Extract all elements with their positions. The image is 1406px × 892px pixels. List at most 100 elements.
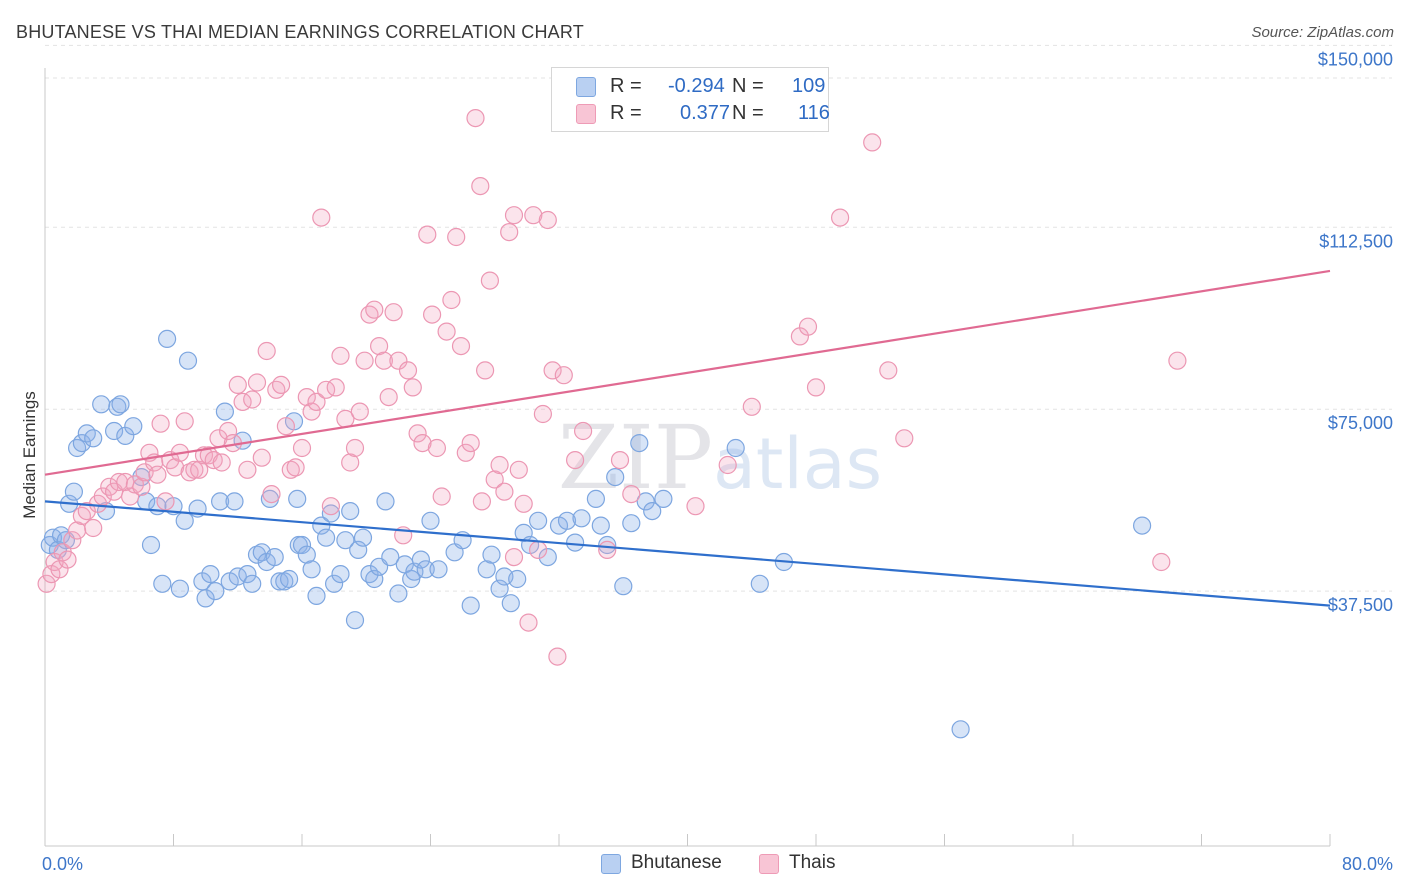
data-point xyxy=(190,460,209,479)
source-label: Source: ZipAtlas.com xyxy=(1251,24,1394,41)
data-point xyxy=(951,720,970,739)
data-point xyxy=(307,392,326,411)
data-point xyxy=(437,322,456,341)
data-point xyxy=(471,177,490,196)
data-point xyxy=(411,550,430,569)
data-point xyxy=(272,375,291,394)
data-point xyxy=(538,210,557,230)
data-point xyxy=(141,535,161,555)
data-point xyxy=(275,572,294,591)
data-point xyxy=(528,540,548,560)
data-point xyxy=(543,361,562,380)
data-point xyxy=(750,574,769,593)
data-point xyxy=(806,378,826,397)
data-point xyxy=(297,545,316,564)
data-point xyxy=(565,533,585,552)
legend-label: Bhutanese xyxy=(631,852,722,873)
data-point xyxy=(288,489,307,508)
data-point xyxy=(325,574,344,593)
data-point xyxy=(501,594,520,613)
data-point xyxy=(84,429,103,448)
data-point xyxy=(247,545,267,564)
data-point xyxy=(554,366,573,385)
data-point xyxy=(92,395,111,414)
data-point xyxy=(243,390,262,409)
data-point xyxy=(654,489,673,508)
trend-lines xyxy=(44,269,1331,607)
data-point xyxy=(132,477,151,496)
data-point xyxy=(374,351,393,370)
thais-points xyxy=(37,108,1187,666)
y-tick-label: $150,000 xyxy=(1318,49,1393,69)
data-point xyxy=(276,417,295,436)
data-point xyxy=(376,492,395,511)
data-point xyxy=(630,434,649,453)
data-point xyxy=(504,547,524,567)
data-point xyxy=(219,421,238,441)
thais-trend-line xyxy=(44,269,1331,476)
data-point xyxy=(480,271,499,290)
data-point xyxy=(389,584,408,603)
n-label: N = xyxy=(732,75,764,97)
data-point xyxy=(1168,351,1187,370)
data-point xyxy=(124,417,143,436)
data-point xyxy=(166,458,185,477)
data-point xyxy=(398,361,418,380)
data-point xyxy=(504,206,524,225)
data-point xyxy=(215,402,234,421)
r-label: R = xyxy=(610,75,642,97)
data-point xyxy=(598,540,617,560)
data-point xyxy=(490,455,509,475)
data-point xyxy=(500,223,519,242)
data-point xyxy=(461,596,480,615)
data-point xyxy=(472,492,491,511)
y-tick-labels: $37,500 $75,000 $112,500 $150,000 xyxy=(1318,49,1393,615)
data-point xyxy=(726,438,745,458)
axes xyxy=(44,68,1331,847)
data-point xyxy=(77,502,96,521)
data-point xyxy=(286,458,305,477)
data-point xyxy=(238,460,257,479)
data-point xyxy=(508,569,527,589)
data-point xyxy=(451,337,471,356)
data-point xyxy=(148,465,167,484)
data-point xyxy=(153,574,172,593)
y-tick-label: $75,000 xyxy=(1328,413,1393,433)
data-point xyxy=(403,378,422,397)
data-point xyxy=(212,453,231,472)
data-point xyxy=(538,547,557,567)
data-point xyxy=(572,509,591,528)
data-point xyxy=(427,438,446,458)
data-point xyxy=(307,586,326,606)
data-point xyxy=(365,300,384,319)
data-point xyxy=(528,511,548,530)
data-point xyxy=(830,208,850,227)
n-value: 109 xyxy=(792,75,826,97)
data-point xyxy=(345,611,365,630)
data-point xyxy=(485,470,504,489)
bhutanese-points xyxy=(40,329,1152,739)
data-point xyxy=(265,547,284,567)
data-point xyxy=(292,438,312,458)
y-tick-label: $37,500 xyxy=(1328,595,1393,615)
data-point xyxy=(225,492,244,511)
data-point xyxy=(614,577,633,596)
data-point xyxy=(350,402,369,421)
data-point xyxy=(280,569,299,589)
data-point xyxy=(643,502,662,521)
data-point xyxy=(108,397,127,416)
data-point xyxy=(514,494,533,513)
n-value: 116 xyxy=(798,102,830,124)
data-point xyxy=(297,388,316,407)
data-point xyxy=(341,502,360,521)
data-point xyxy=(384,303,403,322)
data-point xyxy=(548,647,567,666)
data-point xyxy=(302,402,321,421)
y-tick-label: $112,500 xyxy=(1319,231,1393,251)
data-point xyxy=(72,434,92,453)
data-point xyxy=(429,560,448,579)
data-point xyxy=(573,421,593,441)
data-point xyxy=(509,460,528,479)
data-point xyxy=(321,497,340,516)
